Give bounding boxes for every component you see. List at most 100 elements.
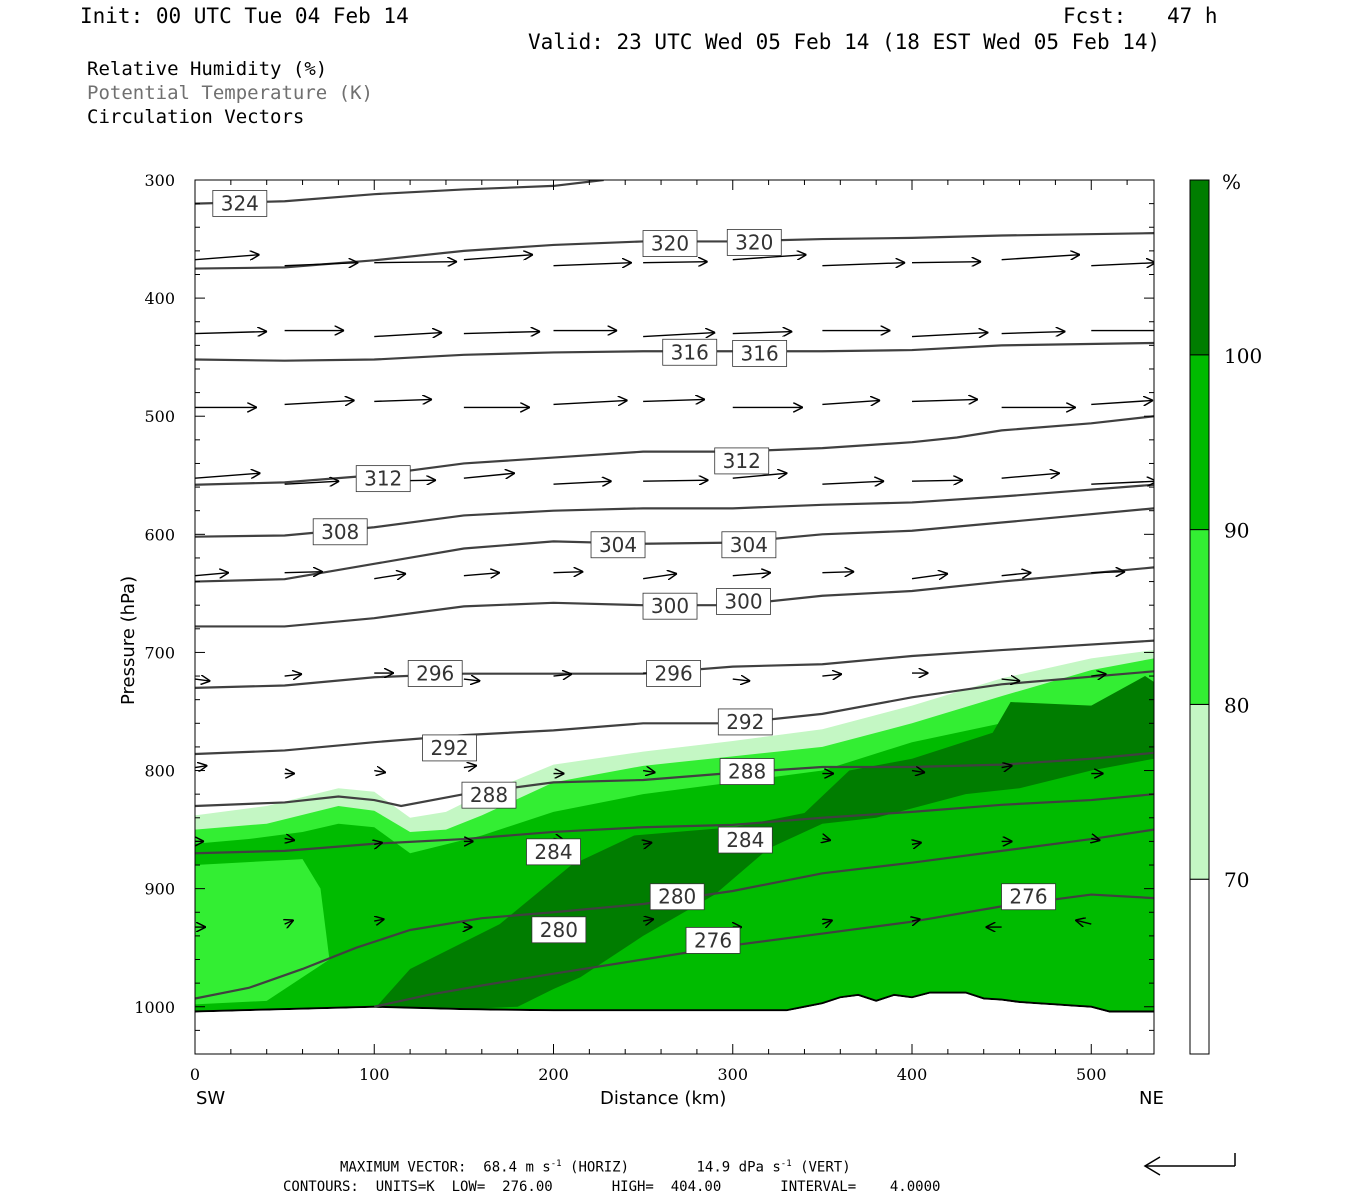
vector-7-10: [1091, 838, 1100, 840]
y-tick-label-900: 900: [144, 880, 175, 899]
vector-4-3: [463, 573, 500, 576]
theta-label-288-1: 288: [728, 760, 766, 784]
vector-1-8: [911, 333, 988, 337]
theta-label-296-1: 296: [655, 662, 693, 686]
vector-7-2: [374, 842, 383, 844]
rh-80-90-pocket: [195, 859, 330, 1005]
theta-label-box-304-0: [590, 531, 646, 559]
legend-circulation-vectors: Circulation Vectors: [87, 106, 305, 128]
horiz-units: m s: [525, 1159, 551, 1176]
vert-tag: (VERT): [800, 1159, 851, 1176]
theta-contour-288: [195, 751, 1154, 808]
theta-label-box-324-0: [212, 190, 268, 217]
theta-label-box-288-1: [719, 758, 775, 785]
vector-2-8: [911, 399, 978, 401]
surface-line: [195, 991, 1154, 1013]
below-ground-mask: [195, 993, 1154, 1054]
y-tick-label-500: 500: [144, 407, 175, 426]
vector-3-3: [463, 473, 515, 478]
sw-label: SW: [196, 1088, 225, 1109]
y-tick-label-400: 400: [144, 289, 175, 308]
vector-7-5: [643, 842, 652, 844]
reference-vector-icon: [1143, 1153, 1236, 1176]
vector-0-1: [284, 263, 359, 266]
vector-4-1: [284, 572, 323, 573]
theta-label-300-0: 300: [651, 594, 689, 618]
vector-8-5: [643, 919, 654, 921]
vector-8-10: [1075, 920, 1092, 924]
colorbar-swatch-3: [1189, 354, 1210, 531]
theta-label-box-312-0: [355, 465, 411, 493]
vector-0-4: [553, 263, 632, 266]
vector-2-2: [374, 399, 432, 401]
vector-1-0: [195, 332, 267, 334]
vector-8-7: [822, 920, 832, 924]
vector-0-7: [822, 263, 905, 266]
surface-pressure-line: [195, 991, 1154, 1054]
vector-5-3: [463, 679, 480, 681]
x-tick-label-300: 300: [717, 1065, 748, 1084]
theta-label-box-316-1: [732, 340, 788, 367]
theta-label-276-0: 276: [694, 928, 732, 952]
contour-labels: 324 320 320 316 316 312 312 308 304 304 300 300 296 2…: [212, 190, 1056, 954]
horiz-exp: -1: [550, 1159, 562, 1169]
legend-potential-temperature: Potential Temperature (K): [87, 82, 373, 104]
horiz-value: 68.4: [483, 1159, 518, 1176]
theta-label-box-292-0: [422, 734, 477, 762]
colorbar-unit: %: [1222, 170, 1241, 194]
vector-6-8: [911, 771, 925, 773]
theta-label-312-0: 312: [364, 467, 402, 491]
forecast-label: Fcst:: [1063, 4, 1127, 28]
y-tick-label-800: 800: [144, 762, 175, 781]
vector-0-3: [463, 255, 533, 261]
theta-label-box-320-0: [642, 230, 698, 257]
ne-label: NE: [1139, 1088, 1164, 1109]
theta-label-box-304-1: [721, 531, 777, 559]
colorbar-label-70: 70: [1224, 868, 1249, 892]
vector-0-8: [911, 262, 981, 263]
theta-label-box-300-0: [642, 592, 698, 620]
vector-6-9: [1001, 766, 1013, 768]
theta-contour-324: [195, 180, 604, 205]
vector-1-2: [374, 333, 442, 337]
theta-label-296-0: 296: [416, 662, 454, 686]
theta-label-280-1: 280: [658, 885, 696, 909]
max-vector-label: MAXIMUM VECTOR:: [340, 1159, 467, 1176]
vert-exp: -1: [780, 1159, 792, 1169]
vector-8-1: [285, 920, 294, 924]
vector-3-5: [643, 480, 708, 481]
vector-2-1: [284, 400, 355, 404]
theta-label-box-300-1: [716, 588, 771, 615]
theta-label-316-1: 316: [741, 341, 779, 365]
vector-0-9: [1001, 255, 1080, 261]
theta-label-316-0: 316: [671, 340, 709, 364]
y-tick-label-300: 300: [144, 171, 175, 190]
theta-label-304-1: 304: [730, 533, 768, 557]
theta-label-box-316-0: [662, 338, 718, 366]
theta-label-292-1: 292: [726, 710, 764, 734]
theta-label-288-0: 288: [470, 783, 508, 807]
relative-humidity-fill: [195, 650, 1154, 1012]
vector-4-5: [643, 574, 677, 579]
vector-2-10: [1091, 400, 1153, 404]
y-tick-label-600: 600: [144, 525, 175, 544]
theta-contour-312: [195, 415, 1154, 486]
init-time: Init: 00 UTC Tue 04 Feb 14: [80, 4, 409, 28]
contours-info: CONTOURS: UNITS=K LOW= 276.00 HIGH= 404.…: [283, 1179, 941, 1195]
theta-label-box-276-0: [685, 927, 741, 954]
theta-label-box-284-0: [526, 838, 581, 866]
vector-0-2: [374, 262, 457, 263]
vector-5-9: [1001, 679, 1021, 681]
forecast-hour: 47 h: [1167, 4, 1218, 28]
colorbar-label-100: 100: [1224, 344, 1262, 368]
plot-frame: [194, 179, 1155, 1055]
vector-3-10: [1091, 481, 1154, 484]
vector-0-0: [195, 255, 260, 261]
theta-label-box-276-1: [1001, 883, 1056, 911]
theta-label-304-0: 304: [599, 533, 637, 557]
theta-label-308-0: 308: [321, 520, 359, 544]
vector-4-10: [1091, 572, 1125, 573]
vector-5-0: [195, 679, 210, 681]
theta-label-280-0: 280: [540, 918, 578, 942]
